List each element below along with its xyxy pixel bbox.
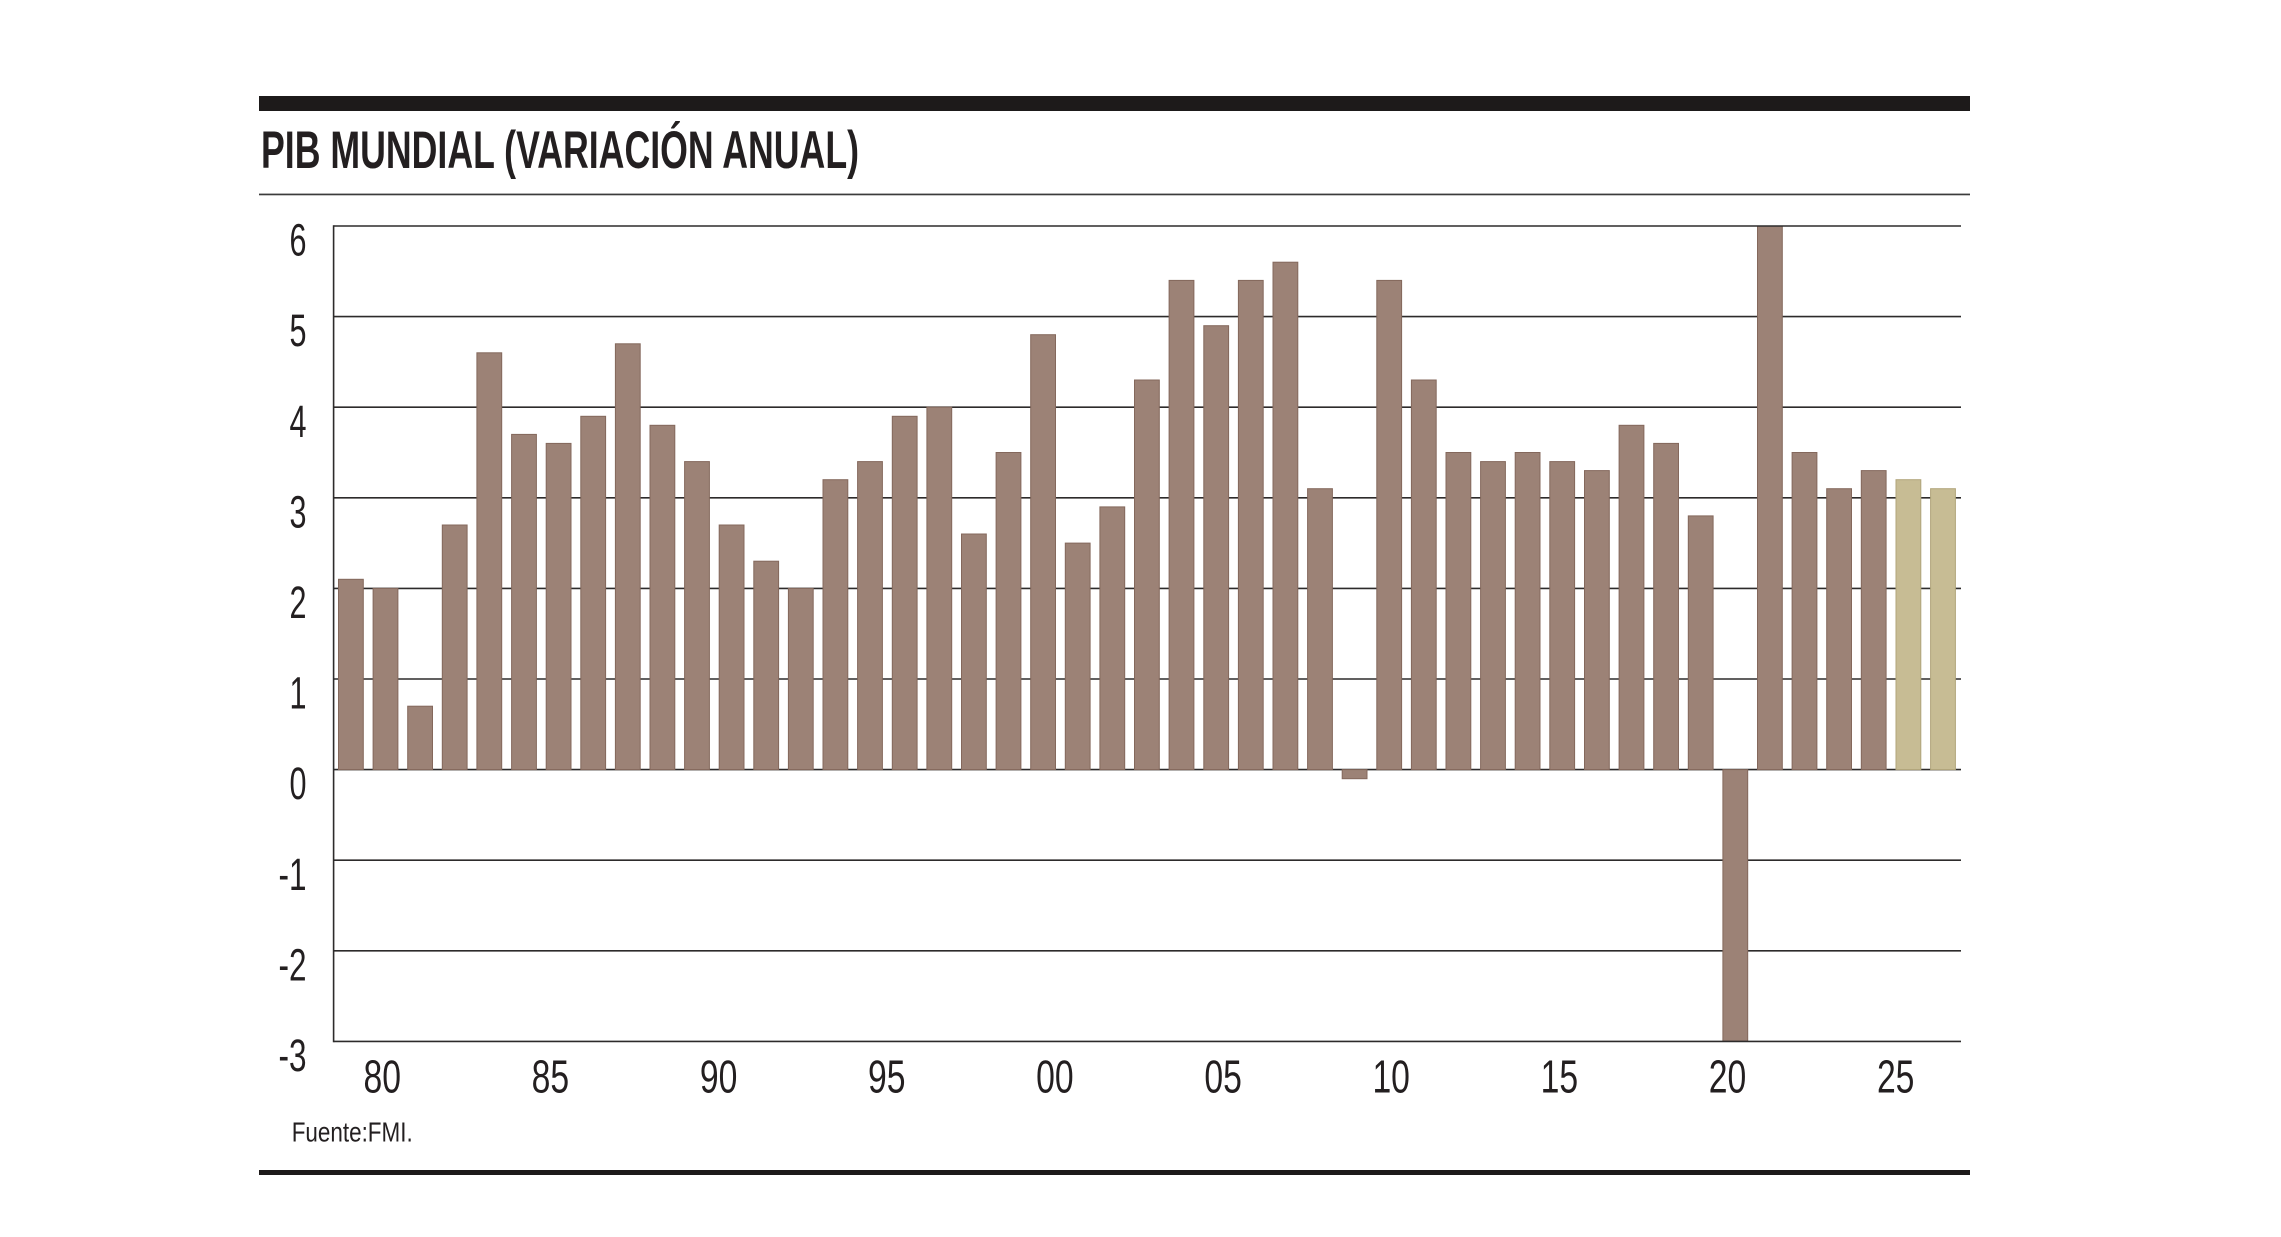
svg-text:2: 2 [290, 577, 307, 628]
svg-text:PIB MUNDIAL (VARIACIÓN ANUAL): PIB MUNDIAL (VARIACIÓN ANUAL) [261, 121, 859, 180]
svg-text:80: 80 [364, 1051, 402, 1103]
svg-text:-3: -3 [279, 1030, 307, 1081]
svg-text:10: 10 [1372, 1051, 1410, 1103]
svg-text:5: 5 [290, 305, 307, 356]
svg-text:90: 90 [700, 1051, 738, 1103]
svg-text:00: 00 [1036, 1051, 1074, 1103]
svg-text:15: 15 [1541, 1051, 1579, 1103]
svg-text:-2: -2 [279, 939, 307, 990]
svg-text:95: 95 [868, 1051, 906, 1103]
svg-text:85: 85 [532, 1051, 570, 1103]
svg-text:3: 3 [290, 486, 307, 537]
svg-text:0: 0 [290, 758, 307, 809]
svg-text:-1: -1 [279, 849, 307, 900]
svg-text:6: 6 [290, 215, 307, 266]
svg-text:05: 05 [1204, 1051, 1242, 1103]
svg-text:4: 4 [290, 396, 307, 447]
svg-text:Fuente:FMI.: Fuente:FMI. [292, 1116, 413, 1147]
svg-text:25: 25 [1877, 1051, 1915, 1103]
svg-text:1: 1 [290, 668, 307, 719]
svg-text:20: 20 [1709, 1051, 1747, 1103]
